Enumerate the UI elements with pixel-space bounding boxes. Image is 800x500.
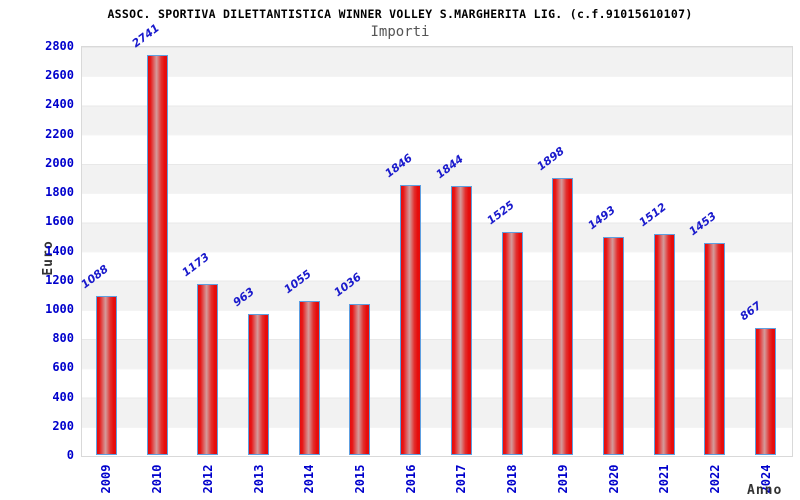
x-tick-label: 2009	[99, 464, 114, 494]
y-tick-label: 1200	[45, 272, 74, 287]
plot-area	[81, 46, 793, 457]
y-tick-label: 600	[52, 360, 74, 375]
bar-2012	[197, 283, 219, 455]
bar-2024	[755, 328, 777, 455]
y-tick-label: 0	[66, 448, 74, 462]
bar-2018	[501, 232, 523, 455]
bar-2010	[146, 54, 168, 455]
y-tick-label: 400	[52, 389, 74, 404]
y-tick-label: 2000	[45, 155, 74, 170]
bar-2013	[248, 314, 269, 455]
y-tick-label: 2800	[45, 39, 74, 53]
y-tick-label: 2200	[45, 126, 74, 141]
x-tick-label: 2016	[403, 464, 418, 494]
y-tick-label: 2600	[45, 68, 74, 83]
x-tick-label: 2019	[555, 464, 570, 494]
bar-2019	[552, 177, 574, 455]
bar-2009	[95, 296, 117, 455]
x-axis-title: Anno	[747, 483, 783, 498]
x-tick-label: 2017	[454, 464, 469, 494]
y-tick-label: 1800	[45, 185, 74, 200]
y-tick-label: 2400	[45, 97, 74, 112]
bar-2016	[400, 185, 422, 455]
x-tick-label: 2020	[606, 464, 621, 494]
bar-2017	[450, 185, 472, 455]
x-tick-label: 2012	[200, 464, 215, 494]
bar-2015	[349, 303, 371, 455]
x-tick-label: 2015	[352, 464, 367, 494]
x-tick-label: 2022	[707, 464, 722, 494]
x-tick-label: 2013	[251, 464, 266, 494]
y-tick-label: 200	[52, 418, 74, 433]
y-tick-label: 800	[52, 331, 74, 346]
y-tick-label: 1400	[45, 243, 74, 258]
y-tick-label: 1600	[45, 214, 74, 229]
x-tick-label: 2018	[505, 464, 520, 494]
x-tick-label: 2014	[302, 464, 317, 494]
chart-title: ASSOC. SPORTIVA DILETTANTISTICA WINNER V…	[107, 7, 693, 21]
bar-2014	[298, 300, 320, 455]
bar-2022	[704, 242, 726, 455]
bar-2021	[653, 234, 675, 455]
chart-subtitle: Importi	[370, 24, 430, 40]
x-tick-label: 2010	[150, 464, 165, 494]
x-tick-label: 2021	[657, 464, 672, 494]
bar-2020	[603, 236, 624, 455]
y-tick-label: 1000	[45, 301, 74, 316]
